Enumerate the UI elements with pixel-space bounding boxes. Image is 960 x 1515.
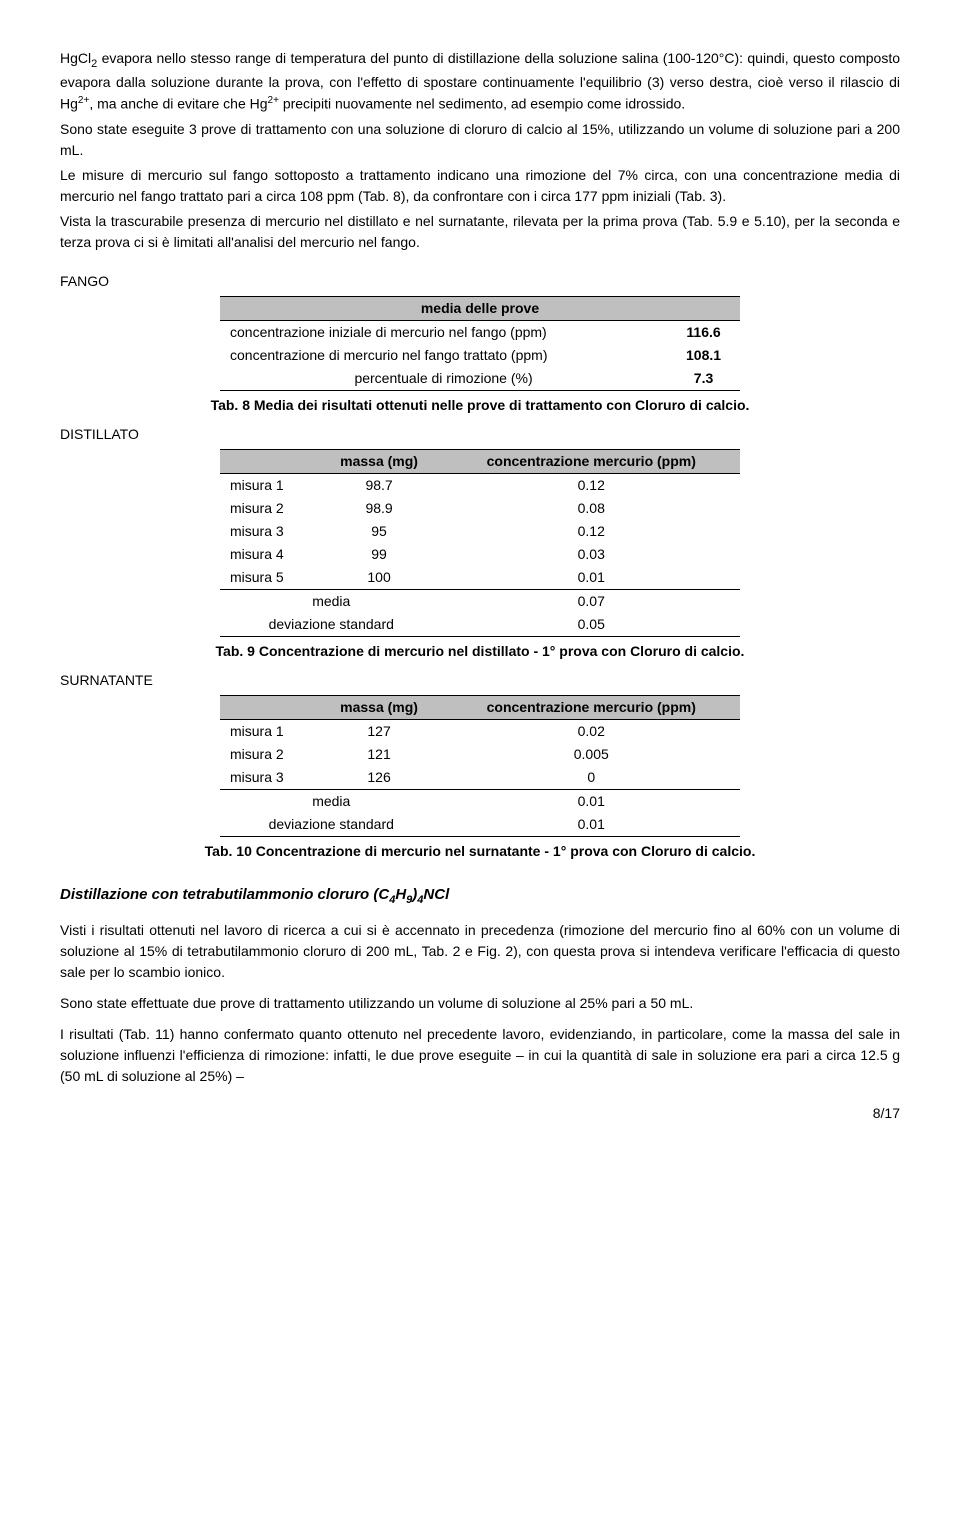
tab9-dev-val: 0.05 [443,613,740,637]
table-9: massa (mg) concentrazione mercurio (ppm)… [220,449,740,637]
tab8-row-label: concentrazione iniziale di mercurio nel … [220,320,667,344]
table-8: media delle prove concentrazione inizial… [220,296,740,391]
tab9-row-conc: 0.12 [443,520,740,543]
tab9-row-conc: 0.01 [443,566,740,590]
paragraph-4: Vista la trascurabile presenza di mercur… [60,211,900,253]
tab10-row-conc: 0.005 [443,743,740,766]
tab9-h1: massa (mg) [316,449,443,473]
tab9-media-val: 0.07 [443,589,740,613]
text: HgCl [60,50,91,66]
tab10-row-mass: 127 [316,719,443,743]
label-fango: FANGO [60,271,900,292]
tab10-row-label: misura 2 [220,743,316,766]
tab9-row-mass: 98.9 [316,497,443,520]
tab10-media-label: media [220,789,443,813]
tab9-media-label: media [220,589,443,613]
superscript-2plus: 2+ [78,95,89,106]
paragraph-7: I risultati (Tab. 11) hanno confermato q… [60,1024,900,1087]
tab9-caption: Tab. 9 Concentrazione di mercurio nel di… [60,641,900,662]
tab8-caption: Tab. 8 Media dei risultati ottenuti nell… [60,395,900,416]
tab8-header: media delle prove [220,296,740,320]
paragraph-6: Sono state effettuate due prove di tratt… [60,993,900,1014]
tab8-row-val: 7.3 [667,367,740,391]
text: NCl [423,886,449,903]
tab9-row-label: misura 5 [220,566,316,590]
tab10-row-label: misura 3 [220,766,316,790]
tab9-dev-label: deviazione standard [220,613,443,637]
label-distillato: DISTILLATO [60,424,900,445]
tab9-row-label: misura 1 [220,473,316,497]
tab9-row-mass: 95 [316,520,443,543]
heading-distillazione-tbacl: Distillazione con tetrabutilammonio clor… [60,884,900,909]
tab8-row-label: concentrazione di mercurio nel fango tra… [220,344,667,367]
tab10-dev-val: 0.01 [443,813,740,837]
text: precipiti nuovamente nel sedimento, ad e… [279,96,685,112]
text: , ma anche di evitare che Hg [89,96,267,112]
blank-header [220,449,316,473]
tab9-row-conc: 0.03 [443,543,740,566]
tab9-row-conc: 0.08 [443,497,740,520]
label-surnatante: SURNATANTE [60,670,900,691]
tab10-row-label: misura 1 [220,719,316,743]
blank-header [220,695,316,719]
tab10-dev-label: deviazione standard [220,813,443,837]
text: H [395,886,406,903]
tab9-row-mass: 100 [316,566,443,590]
tab10-row-conc: 0.02 [443,719,740,743]
text: Distillazione con tetrabutilammonio clor… [60,886,389,903]
tab8-row-val: 108.1 [667,344,740,367]
paragraph-3: Le misure di mercurio sul fango sottopos… [60,165,900,207]
tab10-caption: Tab. 10 Concentrazione di mercurio nel s… [60,841,900,862]
tab9-row-conc: 0.12 [443,473,740,497]
tab9-row-mass: 99 [316,543,443,566]
tab10-h1: massa (mg) [316,695,443,719]
tab10-row-conc: 0 [443,766,740,790]
tab10-row-mass: 126 [316,766,443,790]
tab8-row-val: 116.6 [667,320,740,344]
tab10-row-mass: 121 [316,743,443,766]
tab9-row-label: misura 2 [220,497,316,520]
tab9-row-label: misura 4 [220,543,316,566]
superscript-2plus: 2+ [268,95,279,106]
page-number: 8/17 [60,1103,900,1124]
tab9-row-mass: 98.7 [316,473,443,497]
tab10-media-val: 0.01 [443,789,740,813]
paragraph-2: Sono state eseguite 3 prove di trattamen… [60,119,900,161]
tab9-row-label: misura 3 [220,520,316,543]
table-10: massa (mg) concentrazione mercurio (ppm)… [220,695,740,837]
tab8-row-label: percentuale di rimozione (%) [220,367,667,391]
paragraph-5: Visti i risultati ottenuti nel lavoro di… [60,920,900,983]
paragraph-1: HgCl2 evapora nello stesso range di temp… [60,48,900,115]
tab10-h2: concentrazione mercurio (ppm) [443,695,740,719]
tab9-h2: concentrazione mercurio (ppm) [443,449,740,473]
